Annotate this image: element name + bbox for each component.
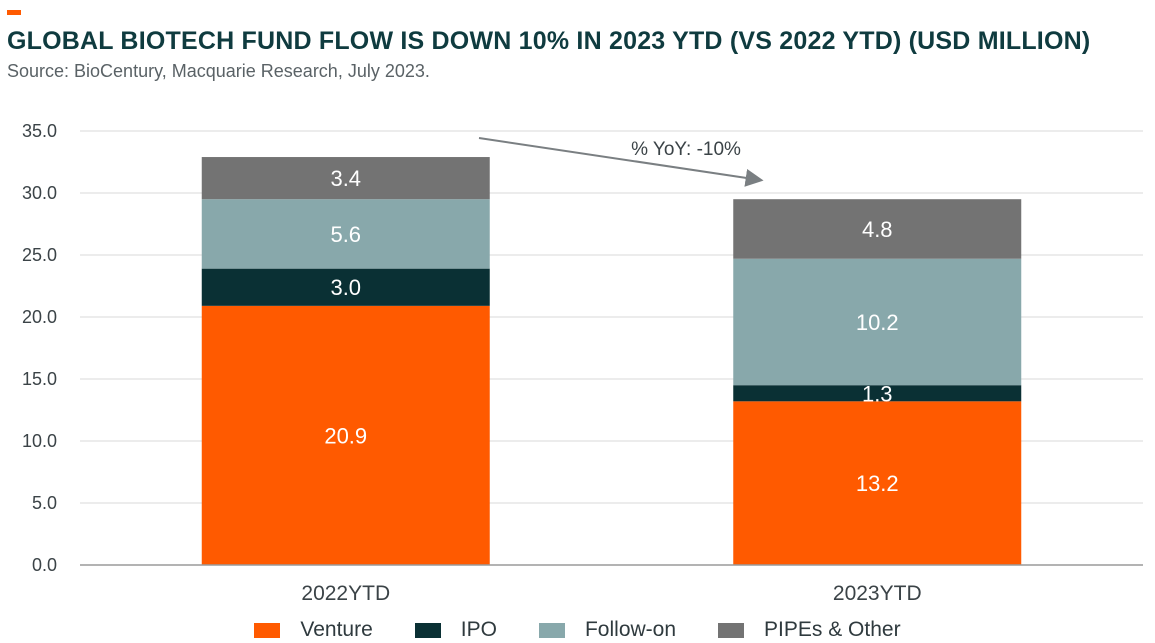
legend-item: IPO [414,618,497,642]
data-label: 3.4 [330,166,361,191]
legend-label: Venture [300,618,373,641]
chart-title: GLOBAL BIOTECH FUND FLOW IS DOWN 10% IN … [7,27,1091,55]
yoy-arrow [478,137,764,187]
yoy-annotation-text: % YoY: -10% [631,139,741,160]
bar-segment-pipes-other [201,157,490,200]
legend-swatch [414,622,441,638]
chart-source: Source: BioCentury, Macquarie Research, … [7,61,430,81]
bar-segment-pipes-other [733,199,1022,259]
y-tick-label: 20.0 [22,307,57,327]
x-category-label: 2023YTD [833,582,922,605]
y-tick-label: 10.0 [22,431,57,451]
y-tick-label: 35.0 [22,121,57,141]
legend-label: Follow-on [584,618,677,641]
data-label: 4.8 [862,217,893,242]
y-tick-label: 15.0 [22,369,57,389]
data-labels: 20.9 3.0 5.6 3.4 13.2 1.3 10.2 4.8 [324,166,898,496]
bar-segment-follow-on [201,199,490,269]
data-label: 13.2 [856,471,899,496]
y-tick-label: 25.0 [22,245,57,265]
legend: Venture IPO Follow-on PIPEs & Other [0,617,1155,643]
legend-swatch [718,622,745,638]
data-label: 10.2 [856,310,899,335]
legend-item: PIPEs & Other [718,618,901,642]
bar-segment-follow-on [733,258,1022,386]
bars [201,157,1022,565]
axes: 0.0 5.0 10.0 15.0 20.0 25.0 30.0 35.0 2022YTD 202… [22,121,1143,605]
legend-item: Venture [254,618,373,642]
y-tick-label: 5.0 [32,493,57,513]
bar-segment-ipo [201,268,490,306]
legend-swatch [254,622,281,638]
yoy-annotation: % YoY: -10% [478,137,764,187]
data-label: 3.0 [330,275,361,300]
y-tick-label: 0.0 [32,555,57,575]
data-label: 5.6 [330,222,361,247]
legend-item: Follow-on [538,618,677,642]
y-tick-label: 30.0 [22,183,57,203]
legend-label: IPO [460,618,497,641]
stacked-bar-chart: 20.9 3.0 5.6 3.4 13.2 1.3 10.2 4.8 0.0 5.0 10.0 15… [22,121,1143,605]
bar-segment-venture [201,305,490,565]
legend-label: PIPEs & Other [764,618,901,641]
legend-swatch [538,622,565,638]
accent-dash [7,10,21,15]
data-label: 1.3 [862,381,893,406]
x-category-label: 2022YTD [301,582,390,605]
bar-segment-venture [733,401,1022,565]
bar-segment-ipo [733,385,1022,402]
data-label: 20.9 [324,423,367,448]
